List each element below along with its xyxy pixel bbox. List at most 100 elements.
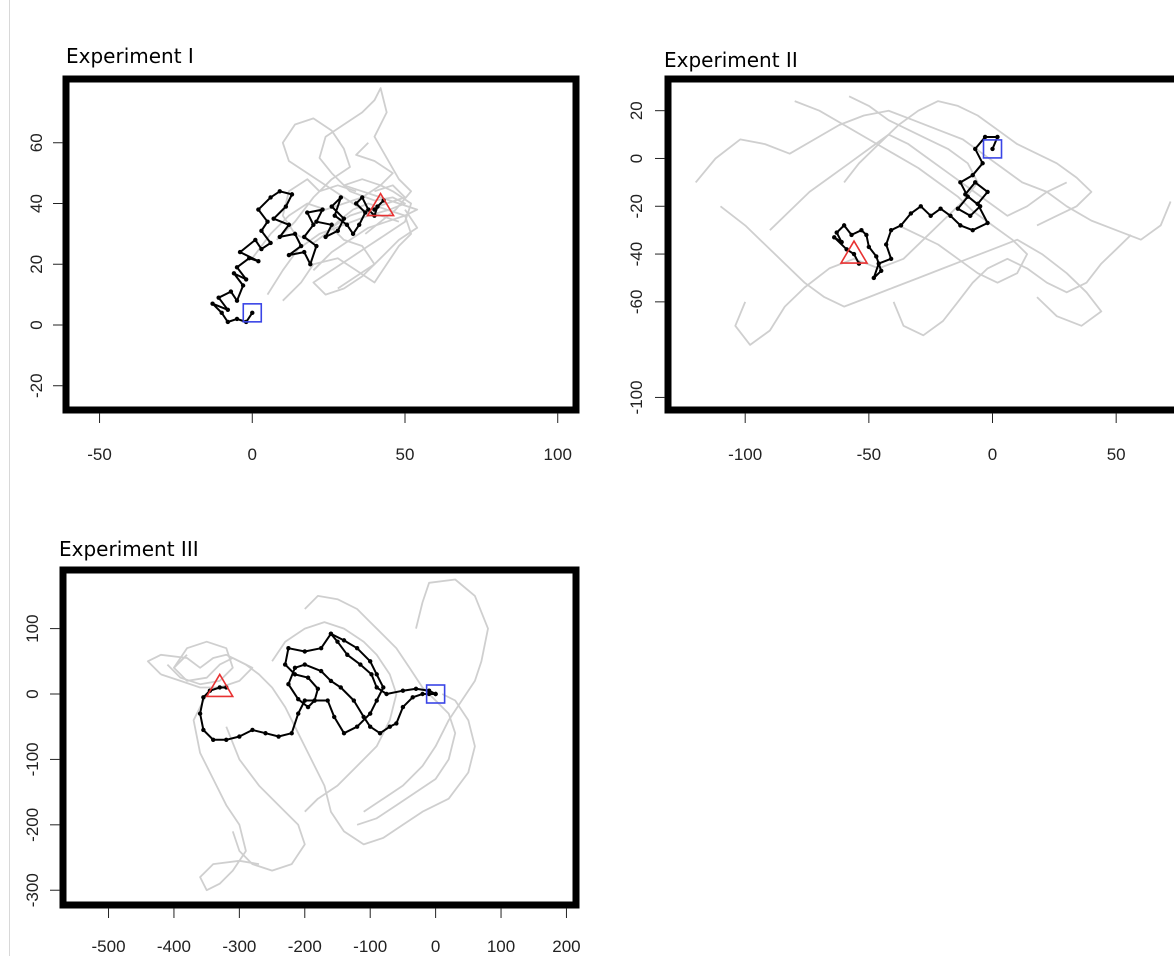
trajectory-point	[849, 232, 854, 238]
trajectory-point	[908, 211, 914, 216]
trajectory-point	[973, 180, 978, 185]
trajectory-point	[201, 727, 206, 733]
start-square-marker	[982, 139, 1003, 159]
trajectory-point	[311, 222, 316, 227]
trajectory-point	[381, 685, 386, 690]
trajectory-point	[225, 319, 231, 325]
trajectory-point	[234, 265, 240, 270]
y-tick-label: 20	[627, 101, 646, 120]
trajectory-point	[253, 237, 258, 243]
trajectory-point	[292, 672, 298, 677]
plot-area	[210, 87, 419, 325]
trajectory-point	[963, 192, 968, 197]
start-square-marker	[425, 684, 446, 704]
trajectory-point	[298, 243, 304, 249]
chart-title-experiment-ii: Experiment II	[664, 48, 798, 72]
trajectory-point	[329, 222, 334, 227]
chart-panel-1: -50 0 50 100 -20 0 20 40 60	[27, 75, 580, 464]
trajectory-point	[958, 223, 963, 228]
x-tick-label: -400	[157, 937, 191, 956]
trajectory-point	[237, 249, 243, 255]
y-tick-label: -100	[23, 742, 42, 776]
background-trajectory	[166, 640, 234, 686]
trajectory-point	[351, 698, 357, 703]
trajectory-point	[354, 646, 360, 651]
trajectory-point	[341, 731, 347, 736]
trajectory-point	[197, 711, 203, 716]
trajectory-point	[283, 204, 289, 209]
trajectory-point	[210, 737, 216, 742]
trajectory-point	[345, 652, 350, 657]
trajectory-point	[874, 254, 879, 259]
trajectory-point	[426, 691, 432, 697]
plot-area	[146, 578, 489, 892]
x-tick-label: 0	[248, 445, 257, 464]
trajectory-point	[341, 216, 347, 221]
trajectory-point	[315, 686, 321, 691]
trajectory-point	[372, 207, 377, 212]
trajectory-point	[259, 228, 264, 234]
trajectory-point	[325, 698, 330, 703]
trajectory-point	[366, 207, 371, 212]
trajectory-point	[928, 213, 933, 219]
trajectory-point	[859, 227, 864, 233]
trajectory-point	[332, 213, 337, 218]
trajectory-point	[839, 239, 844, 245]
trajectory-point	[263, 731, 268, 736]
trajectory-point	[982, 134, 988, 140]
trajectory-point	[350, 231, 356, 237]
trajectory-point	[314, 243, 319, 249]
x-tick-label: -300	[222, 937, 256, 956]
plot-frame	[59, 566, 580, 909]
x-tick-label: -50	[857, 445, 882, 464]
trajectory-point	[250, 727, 255, 733]
y-tick-label: 40	[27, 194, 46, 213]
x-tick-label: 100	[544, 445, 572, 464]
trajectory-point	[237, 734, 242, 739]
trajectory-point	[995, 134, 1000, 140]
trajectory-point	[841, 223, 847, 228]
trajectory-point	[918, 204, 923, 209]
trajectory-point	[866, 244, 872, 250]
end-triangle-marker	[205, 672, 235, 698]
background-trajectory	[843, 100, 1093, 227]
trajectory-point	[975, 201, 980, 207]
trajectory-point	[335, 228, 340, 234]
trajectory-point	[353, 201, 359, 206]
background-trajectory	[769, 133, 1068, 231]
trajectory-point	[384, 691, 389, 697]
trajectory-point	[286, 646, 291, 651]
trajectory-point	[216, 295, 221, 300]
trajectory-point	[328, 631, 334, 637]
trajectory-point	[289, 192, 295, 197]
end-triangle-marker	[366, 191, 395, 217]
trajectory-point	[980, 161, 985, 166]
trajectory-point	[335, 639, 340, 644]
trajectory-point	[973, 146, 978, 152]
highlight-trajectory	[284, 632, 437, 735]
trajectory-point	[302, 649, 307, 654]
trajectory-point	[360, 195, 365, 200]
trajectory-point	[851, 251, 857, 257]
background-trajectory	[892, 234, 1132, 337]
trajectory-point	[387, 724, 393, 729]
trajectory-point	[970, 227, 975, 233]
y-tick-label: 20	[27, 255, 46, 274]
y-tick-label: -20	[27, 373, 46, 398]
trajectory-point	[318, 646, 324, 651]
trajectory-point	[282, 662, 288, 667]
trajectory-point	[240, 283, 246, 288]
y-tick-label: -200	[23, 808, 42, 842]
trajectory-point	[308, 262, 313, 267]
x-tick-label: -200	[288, 937, 322, 956]
x-tick-label: 50	[396, 445, 415, 464]
trajectory-point	[259, 246, 264, 252]
trajectory-point	[268, 240, 273, 246]
trajectory-point	[217, 685, 222, 690]
trajectory-point	[289, 731, 294, 736]
trajectory-point	[420, 691, 425, 697]
plot-frame	[62, 75, 580, 414]
trajectory-point	[888, 227, 894, 233]
chart-panel-3: -500 -400 -300 -200 -100 0 100 200 -300 -200 -100 0…	[23, 566, 581, 956]
trajectory-point	[265, 219, 270, 224]
